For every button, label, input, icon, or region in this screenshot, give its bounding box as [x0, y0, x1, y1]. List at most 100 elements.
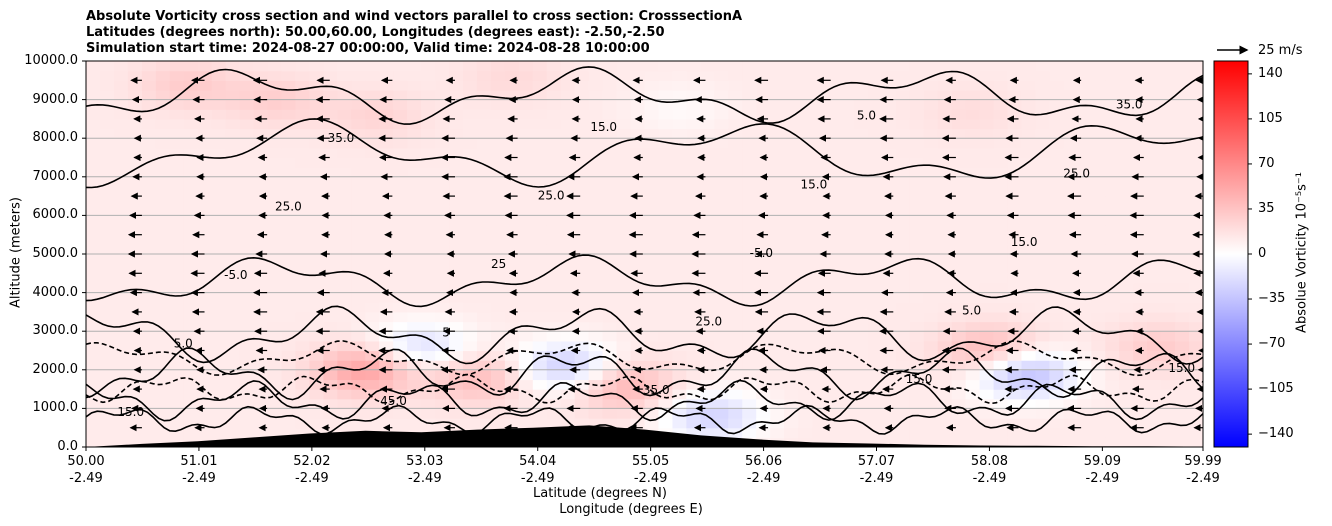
vorticity-cell [742, 331, 757, 342]
vorticity-cell [1077, 254, 1092, 265]
vorticity-cell [421, 398, 436, 409]
vorticity-cell [658, 292, 674, 303]
vorticity-cell [1175, 176, 1190, 188]
vorticity-cell [979, 225, 995, 236]
vorticity-cell [281, 225, 297, 236]
vorticity-cell [1147, 147, 1162, 159]
vorticity-cell [1105, 167, 1120, 178]
vorticity-cell [672, 167, 687, 178]
vorticity-cell [1175, 157, 1190, 168]
vorticity-cell [993, 157, 1009, 168]
vorticity-cell [560, 138, 576, 149]
vorticity-cell [826, 331, 841, 342]
vorticity-cell [979, 418, 995, 429]
vorticity-cell [518, 340, 534, 352]
vorticity-cell [1049, 360, 1064, 371]
vorticity-cell [1161, 157, 1176, 168]
vorticity-cell [560, 331, 576, 342]
vorticity-cell [435, 128, 450, 139]
vorticity-cell [86, 302, 101, 313]
vorticity-cell [1147, 340, 1162, 352]
vorticity-cell [867, 109, 883, 120]
vorticity-cell [127, 61, 143, 72]
colorbar-tick-label: 140 [1258, 65, 1283, 81]
x-tick-lat: 59.09 [1083, 454, 1121, 469]
vorticity-cell [476, 340, 492, 352]
contour-label: 5.0 [174, 337, 193, 351]
vorticity-cell [867, 99, 883, 110]
vorticity-cell [393, 398, 408, 409]
vorticity-cell [407, 263, 422, 274]
vorticity-cell [1119, 147, 1134, 159]
vorticity-cell [784, 167, 799, 178]
vorticity-cell [700, 340, 715, 352]
vorticity-cell [141, 302, 157, 313]
vorticity-cell [560, 147, 576, 159]
vorticity-cell [728, 408, 743, 419]
vorticity-cell [965, 321, 981, 332]
vorticity-cell [1147, 311, 1162, 323]
vorticity-cell [337, 70, 352, 81]
vorticity-cell [1077, 205, 1092, 216]
vorticity-cell [267, 273, 283, 284]
vorticity-cell [644, 302, 660, 313]
vorticity-cell [826, 80, 841, 91]
vorticity-cell [1161, 215, 1176, 226]
vorticity-cell [937, 360, 953, 371]
vorticity-cell [700, 398, 715, 409]
vorticity-cell [1105, 273, 1120, 284]
vorticity-cell [616, 379, 632, 390]
vorticity-cell [183, 61, 199, 72]
vorticity-cell [421, 379, 436, 390]
vorticity-cell [839, 109, 855, 120]
vorticity-cell [672, 408, 687, 419]
vorticity-cell [1021, 61, 1037, 72]
vorticity-cell [1035, 398, 1051, 409]
x-tick-lon: -2.49 [407, 471, 442, 486]
vorticity-cell [1007, 418, 1023, 429]
vorticity-cell [1189, 157, 1203, 168]
vorticity-cell [714, 418, 729, 429]
vorticity-cell [225, 205, 241, 216]
vorticity-cell [742, 109, 757, 120]
vorticity-cell [993, 302, 1009, 313]
vorticity-cell [881, 99, 897, 110]
vorticity-cell [909, 311, 925, 323]
vorticity-cell [826, 109, 841, 120]
vorticity-cell [155, 167, 171, 178]
vorticity-cell [798, 196, 813, 207]
vorticity-cell [616, 282, 632, 294]
vorticity-cell [923, 225, 939, 236]
vorticity-cell [686, 147, 701, 159]
vorticity-cell [1119, 99, 1134, 110]
vorticity-cell [1119, 205, 1134, 216]
vorticity-cell [351, 157, 366, 168]
vorticity-cell [784, 292, 799, 303]
vorticity-cell [490, 254, 506, 265]
vorticity-cell [295, 369, 310, 381]
vorticity-cell [546, 282, 562, 294]
vorticity-cell [532, 234, 548, 245]
vorticity-cell [784, 418, 799, 429]
vorticity-cell [1021, 331, 1037, 342]
vorticity-cell [1161, 379, 1176, 390]
vorticity-cell [449, 99, 464, 110]
vorticity-cell [630, 215, 646, 226]
vorticity-cell [895, 138, 911, 149]
vorticity-cell [839, 196, 855, 207]
vorticity-cell [1063, 408, 1078, 419]
vorticity-cell [1007, 273, 1023, 284]
vorticity-cell [393, 292, 408, 303]
vorticity-cell [1147, 263, 1162, 274]
vorticity-cell [826, 147, 841, 159]
vorticity-cell [407, 128, 422, 139]
vorticity-cell [1175, 205, 1190, 216]
vorticity-cell [379, 379, 394, 390]
vorticity-cell [490, 80, 506, 91]
vorticity-cell [909, 321, 925, 332]
vorticity-cell [812, 225, 827, 236]
vorticity-cell [867, 311, 883, 323]
vorticity-cell [504, 186, 520, 197]
vorticity-cell [183, 244, 199, 255]
vorticity-cell [281, 292, 297, 303]
